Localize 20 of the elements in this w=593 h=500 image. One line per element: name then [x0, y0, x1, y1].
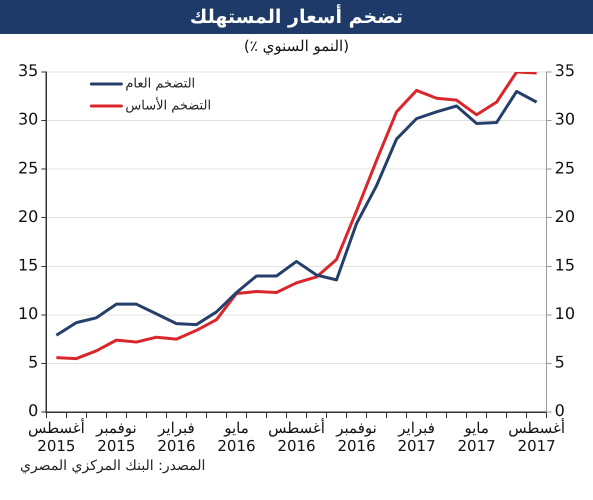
y2-tick-label: 35: [554, 61, 575, 80]
y2-tick-label: 20: [554, 206, 575, 226]
chart-subtitle: (٪ النمو السنوي): [242, 36, 350, 57]
y-tick-label: 0: [28, 401, 38, 420]
y2-tick-label: 10: [554, 304, 575, 324]
y2-tick-label: 25: [554, 158, 575, 178]
y-tick-label: 30: [18, 110, 38, 129]
y-tick-label: 15: [18, 255, 38, 274]
chart-title: تضخم أسعار المستهلك: [0, 0, 593, 34]
y-tick-label: 35: [18, 61, 38, 80]
y-tick-label: 25: [18, 158, 38, 178]
y2-tick-label: 5: [554, 352, 565, 372]
legend-label: التضخم العام: [125, 76, 196, 92]
y2-tick-label: 15: [554, 255, 575, 274]
y-tick-label: 10: [18, 304, 38, 324]
y-tick-label: 20: [18, 206, 38, 226]
y2-tick-label: 30: [554, 110, 575, 129]
y-tick-label: 5: [28, 352, 38, 372]
text: المصدر: البنك المركزي المصري: [20, 458, 206, 474]
legend-label: التضخم الأساس: [125, 96, 212, 114]
